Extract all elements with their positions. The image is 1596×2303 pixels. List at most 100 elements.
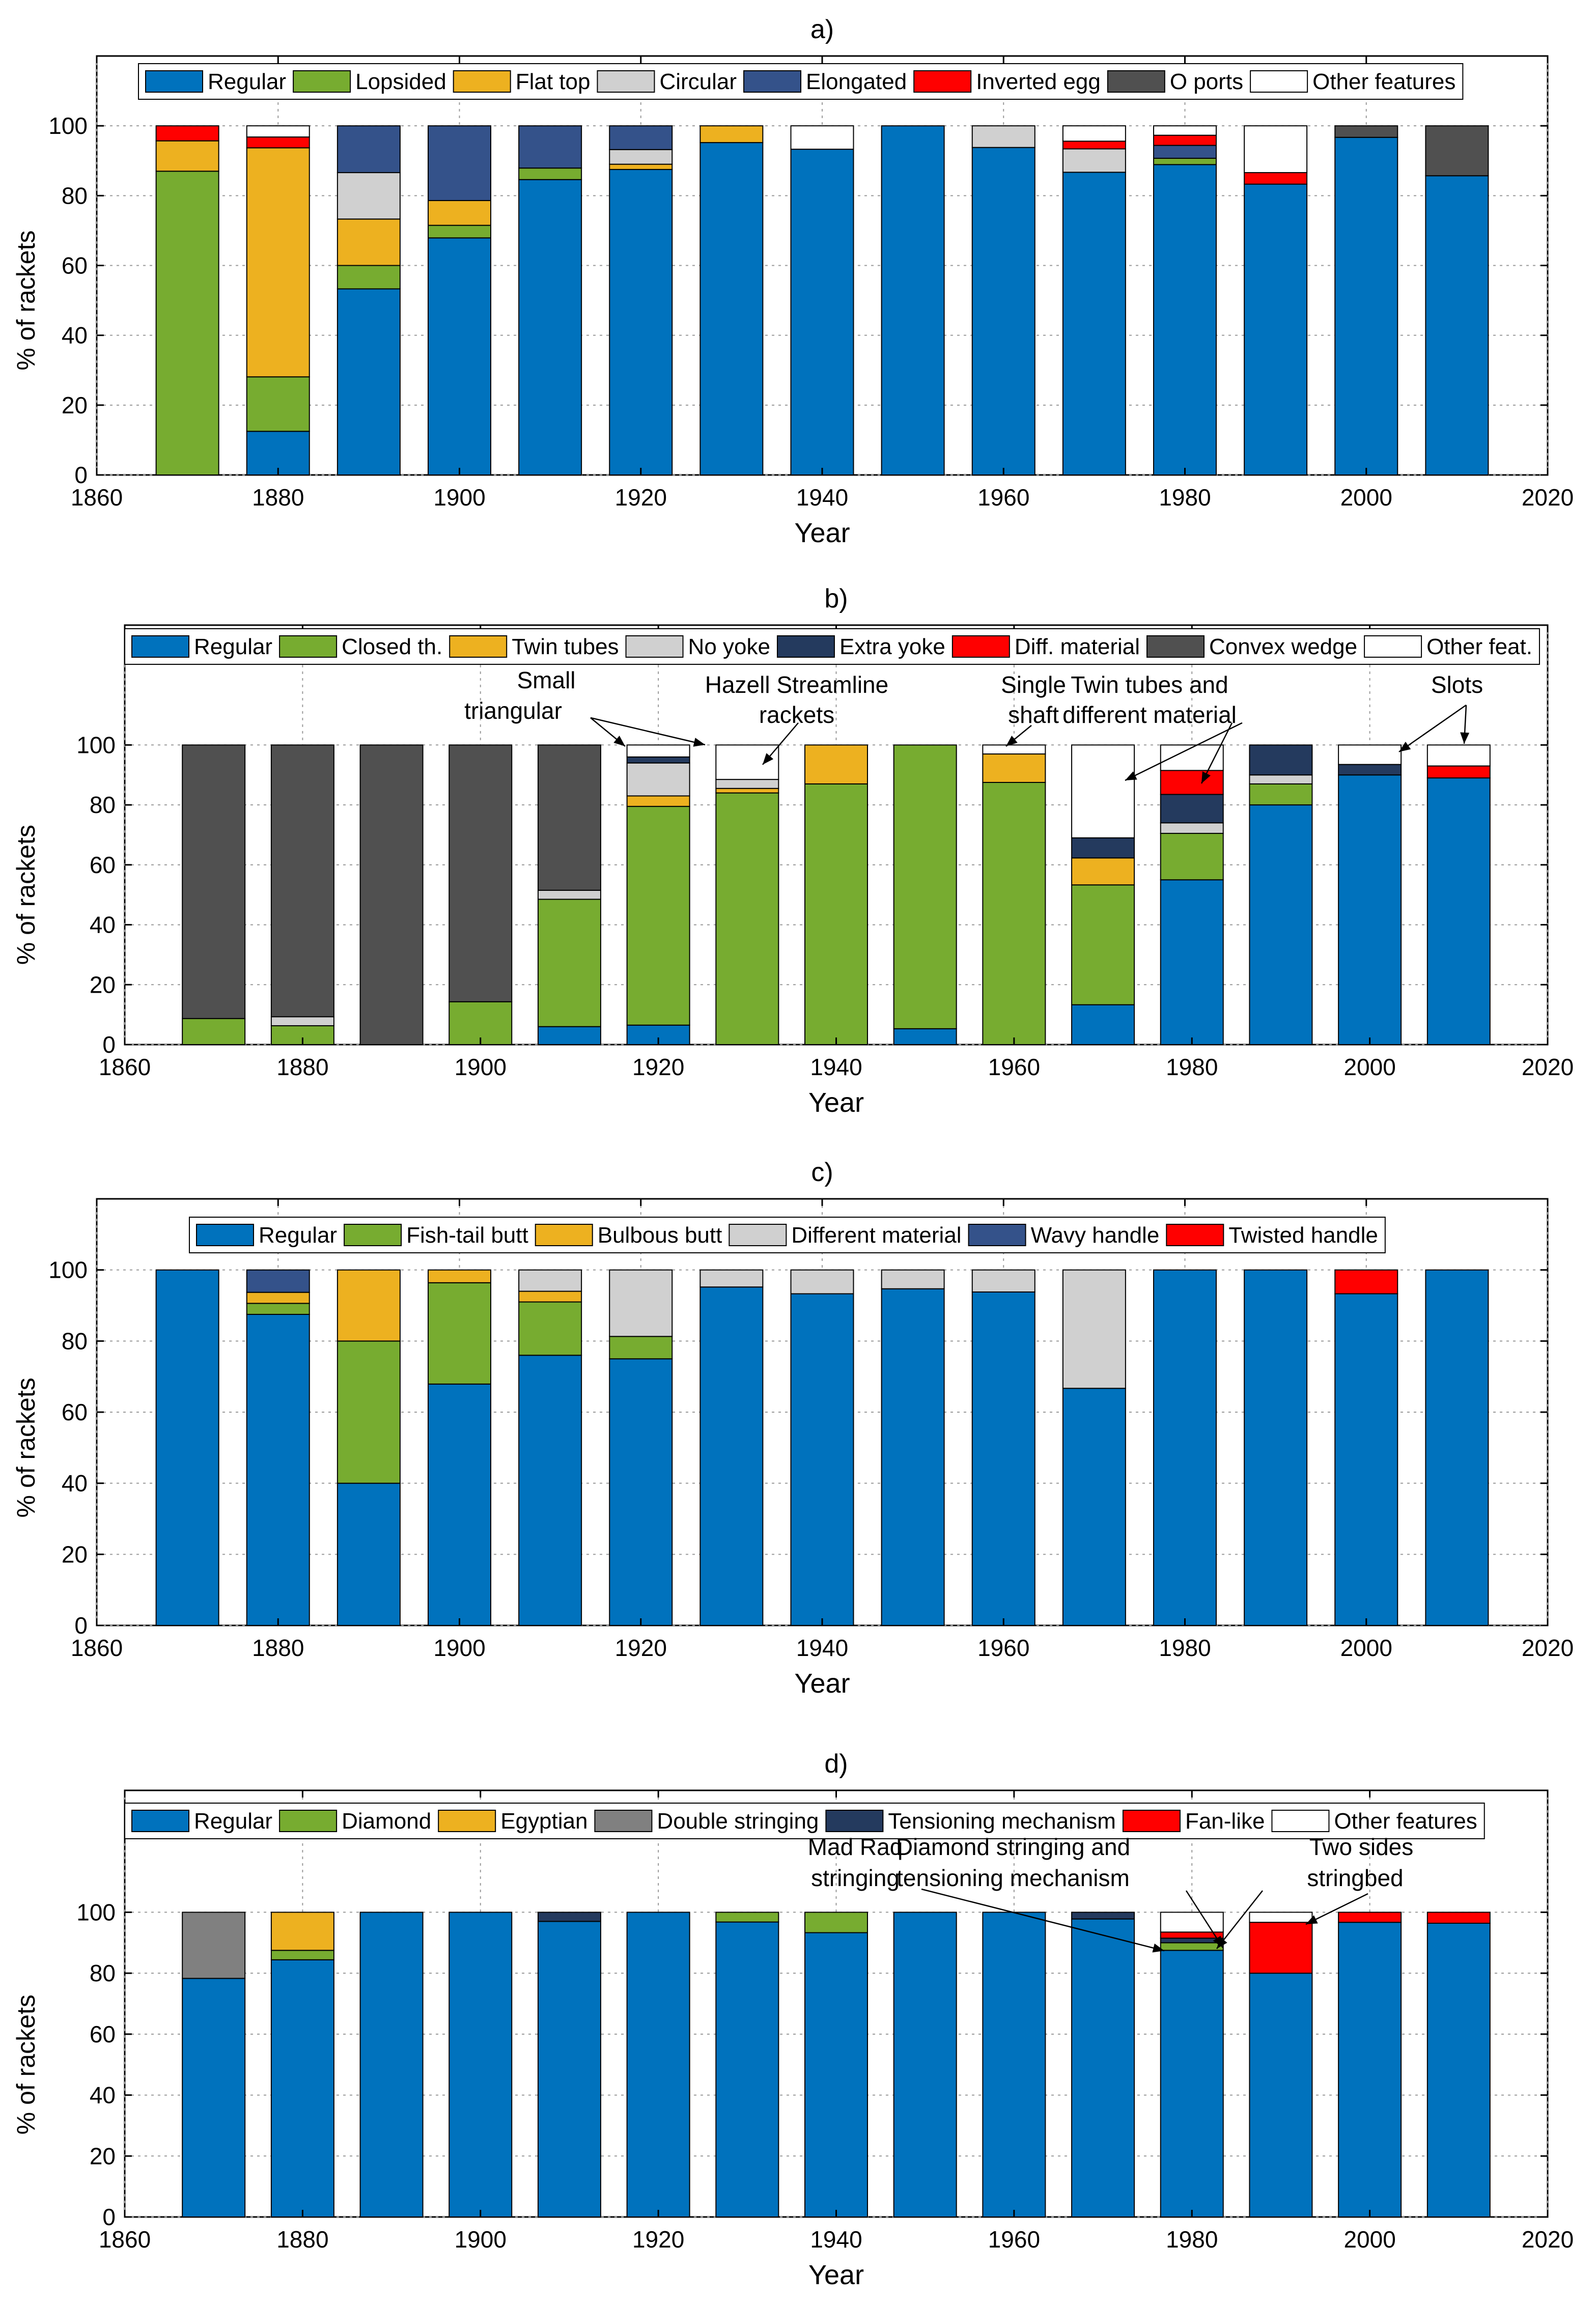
legend-label: Other features [1334,1809,1477,1834]
annotation-label: Small triangular [464,667,575,724]
x-tick-label: 1900 [433,484,485,511]
bar-segment [626,756,690,764]
x-tick-label: 2000 [1343,1054,1395,1080]
bar-segment [337,1340,401,1484]
bar-segment [518,1269,582,1292]
annotation: Two sides stringbed [1305,1834,1413,1925]
bar-segment [982,1912,1046,2217]
bar-segment [699,125,764,144]
x-tick-label: 1940 [796,484,848,511]
bar-segment [518,1355,582,1626]
legend-swatch [625,635,684,658]
x-tick-label: 1880 [252,484,304,511]
bar-segment [518,1290,582,1303]
x-tick-label: 2000 [1340,484,1392,511]
bar-segment [337,265,401,290]
legend-label: Double stringing [657,1809,819,1834]
bar-segment [1244,172,1308,185]
bar-segment [1426,1922,1491,2217]
legend-swatch [196,1224,254,1246]
legend-label: Other features [1312,69,1455,94]
y-tick-label: 40 [90,912,116,938]
annotation: Twin tubes and different material [1062,671,1243,784]
legend-swatch [776,635,835,658]
legend-label: Regular [194,634,272,659]
annotation: Slots [1398,671,1483,753]
bar-segment [518,1301,582,1356]
bar-segment [428,224,491,239]
legend-label: Twin tubes [512,634,619,659]
bar-segment [1249,774,1313,784]
y-tick-label: 40 [62,322,88,349]
x-tick-label: 1960 [977,1635,1029,1661]
bar-segment [715,1912,779,1923]
legend-label: Egyptian [500,1809,587,1834]
bar-segment [881,125,945,475]
y-tick-label: 80 [90,1960,116,1986]
legend-label: Wavy handle [1031,1223,1160,1248]
legend: Regular Diamond Egyptian Double stringing Te… [124,1803,1485,1839]
legend-label: Other feat. [1426,634,1532,659]
bar-segment [1062,172,1126,475]
annotation-label: Two sides stringbed [1307,1834,1413,1891]
bar-segment [537,744,601,891]
bar-segment [537,898,601,1027]
legend-swatch [453,70,511,93]
bar-segment [1153,164,1217,475]
bar-segment [182,744,246,1019]
bar-segment [270,1912,334,1951]
legend-label: Diamond [342,1809,431,1834]
x-axis-label: Year [794,518,850,548]
y-tick-label: 100 [76,1899,116,1925]
x-tick-label: 1860 [71,484,123,511]
bar-segment [246,376,310,432]
legend-swatch [279,635,338,658]
chart-panel-a: a) 0 20 40 60 80 100 1860 1880 1900 1920 1940 1960 19… [12,15,1574,548]
y-tick-label: 80 [62,1328,88,1354]
bar-segment [337,172,401,220]
bar-segment [1062,125,1126,142]
y-tick-label: 20 [62,1541,88,1567]
annotation-arrowhead [1460,732,1470,744]
legend-label: Diff. material [1015,634,1140,659]
y-axis-label: % of rackets [12,1995,40,2135]
annotation-label: Diamond stringing and tensioning mechanis… [896,1834,1130,1891]
legend-swatch [1250,70,1308,93]
y-tick-label: 60 [90,2021,116,2047]
bar-segment [1249,1912,1313,1923]
bar-segment [337,1482,401,1626]
legend-swatch [279,1810,338,1832]
x-tick-label: 1860 [99,2226,151,2253]
bar-segment [518,167,582,180]
legend-label: Convex wedge [1209,634,1357,659]
legend-label: Regular [194,1809,272,1834]
legend-swatch [1146,635,1205,658]
y-tick-label: 80 [62,182,88,209]
x-tick-label: 1980 [1159,484,1211,511]
annotation-label: Single shaft [1001,671,1066,728]
bar-segment [881,1269,945,1289]
bar-segment [626,1912,690,2217]
y-tick-label: 20 [90,2143,116,2169]
bar-segment [1244,1269,1308,1626]
bar-segment [982,744,1046,755]
chart-title: a) [810,15,834,44]
bar-segment [1334,1293,1398,1626]
legend-label: Bulbous butt [598,1223,722,1248]
legend-swatch [951,635,1010,658]
bar-segment [1249,783,1313,806]
legend-label: Different material [791,1223,961,1248]
annotation-arrow [1200,722,1233,784]
bar-segment [246,147,310,378]
bar-segment [537,1026,601,1045]
y-tick-label: 60 [62,1399,88,1425]
bar-segment [609,1358,673,1626]
legend-swatch [145,70,203,93]
legend-label: Tensioning mechanism [888,1809,1116,1834]
legend-swatch [1364,635,1422,658]
x-tick-label: 1920 [632,1054,684,1080]
annotation: Hazell Streamline rackets [705,671,888,765]
bar-segment [1071,1918,1135,2217]
y-tick-label: 0 [102,1031,116,1058]
legend-label: Extra yoke [839,634,945,659]
